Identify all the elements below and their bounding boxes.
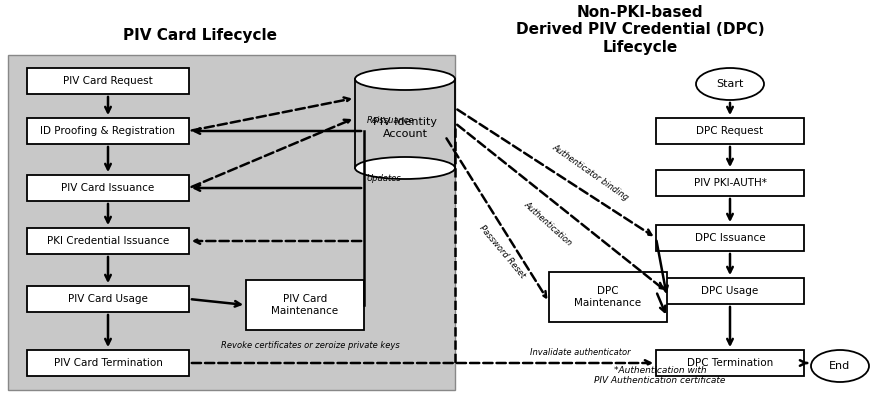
Bar [8, 55, 455, 390]
Bar [27, 68, 189, 94]
Bar [27, 175, 189, 201]
Bar [246, 280, 364, 330]
Text: PIV Card Termination: PIV Card Termination [54, 358, 163, 368]
Text: PIV Card
Maintenance: PIV Card Maintenance [271, 294, 339, 316]
Text: Updates: Updates [367, 174, 402, 183]
Text: Password Reset: Password Reset [477, 224, 527, 280]
Bar [656, 278, 804, 304]
Text: PIV Identity
Account: PIV Identity Account [373, 117, 437, 139]
Text: Reissuance: Reissuance [367, 116, 414, 125]
Text: DPC Request: DPC Request [696, 126, 764, 136]
Ellipse shape [355, 68, 455, 90]
Text: PIV PKI-AUTH*: PIV PKI-AUTH* [693, 178, 766, 188]
Text: PIV Card Usage: PIV Card Usage [68, 294, 148, 304]
Bar [549, 272, 667, 322]
Bar [656, 170, 804, 196]
Text: DPC Usage: DPC Usage [701, 286, 759, 296]
Ellipse shape [355, 68, 455, 90]
Bar [656, 350, 804, 376]
Text: DPC
Maintenance: DPC Maintenance [575, 286, 642, 308]
Text: PIV Card Issuance: PIV Card Issuance [62, 183, 155, 193]
Bar [656, 118, 804, 144]
Text: DPC Issuance: DPC Issuance [694, 233, 766, 243]
Text: PIV Card Request: PIV Card Request [63, 76, 153, 86]
Bar [27, 286, 189, 312]
Text: ID Proofing & Registration: ID Proofing & Registration [40, 126, 175, 136]
Text: Invalidate authenticator: Invalidate authenticator [530, 348, 631, 357]
Text: Authentication: Authentication [522, 199, 574, 247]
Text: Start: Start [716, 79, 744, 89]
Text: PKI Credential Issuance: PKI Credential Issuance [47, 236, 169, 246]
Bar [27, 118, 189, 144]
Ellipse shape [696, 68, 764, 100]
Bar [27, 350, 189, 376]
Ellipse shape [811, 350, 869, 382]
Bar [27, 228, 189, 254]
Text: *Authentication with
PIV Authentication certificate: *Authentication with PIV Authentication … [594, 366, 726, 385]
Text: Revoke certificates or zeroize private keys: Revoke certificates or zeroize private k… [221, 341, 400, 350]
Text: Non-PKI-based
Derived PIV Credential (DPC)
Lifecycle: Non-PKI-based Derived PIV Credential (DP… [516, 5, 765, 55]
Text: Authenticator binding: Authenticator binding [550, 143, 630, 202]
Ellipse shape [355, 157, 455, 179]
Text: PIV Card Lifecycle: PIV Card Lifecycle [123, 28, 277, 43]
Text: DPC Termination: DPC Termination [687, 358, 774, 368]
Text: End: End [829, 361, 851, 371]
Bar [656, 225, 804, 251]
